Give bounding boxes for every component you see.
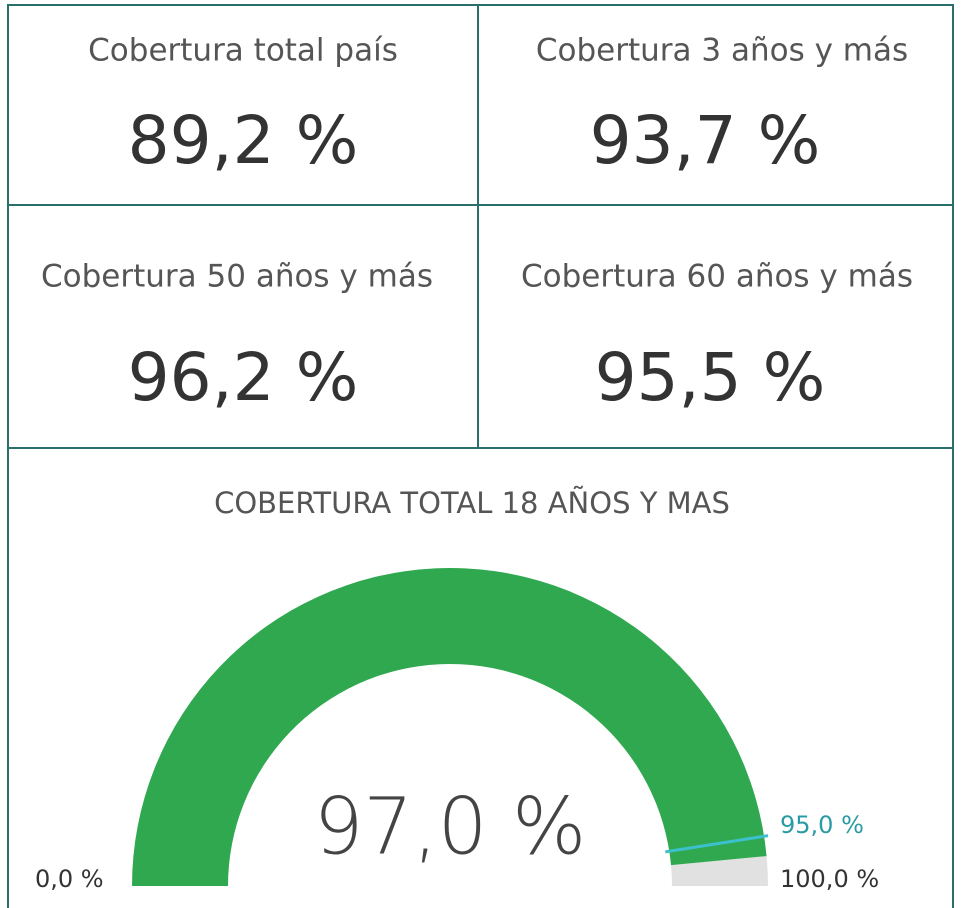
card-value: 89,2 % <box>128 102 359 179</box>
card-value: 96,2 % <box>128 339 359 416</box>
gauge-max-label: 100,0 % <box>780 865 879 893</box>
gauge-target-label: 95,0 % <box>780 811 864 839</box>
card-label: Cobertura 60 años y más <box>521 259 913 295</box>
gauge-value-label: 97,0 % <box>314 783 587 873</box>
gauge-min-label: 0,0 % <box>35 865 104 893</box>
gauge-value <box>132 568 767 886</box>
card-label: Cobertura 3 años y más <box>536 33 908 69</box>
frame <box>7 4 954 908</box>
gauge-target <box>665 834 769 854</box>
card-label: Cobertura 50 años y más <box>41 259 433 295</box>
gauge-track <box>671 856 768 886</box>
card-value: 95,5 % <box>595 339 826 416</box>
gauge-title: COBERTURA TOTAL 18 AÑOS Y MAS <box>214 486 730 520</box>
card-value: 93,7 % <box>590 102 821 179</box>
card-label: Cobertura total país <box>88 33 398 69</box>
